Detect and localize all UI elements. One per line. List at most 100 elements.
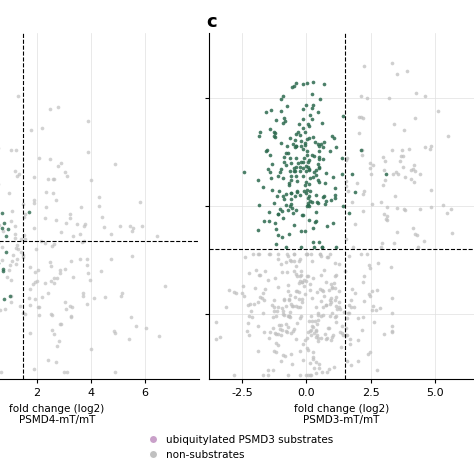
Point: [264, 146, 271, 154]
Point: [100, 223, 108, 230]
Point: [331, 259, 339, 267]
Point: [421, 143, 428, 151]
Point: [278, 208, 286, 215]
Point: [303, 202, 310, 210]
Point: [291, 167, 298, 175]
Point: [343, 156, 350, 164]
Point: [318, 140, 325, 147]
Point: [318, 244, 326, 251]
Point: [301, 140, 309, 147]
Point: [280, 196, 288, 203]
Point: [25, 294, 33, 301]
Point: [274, 231, 282, 238]
Point: [332, 143, 339, 150]
Point: [394, 170, 402, 178]
Point: [296, 303, 303, 311]
Point: [336, 303, 343, 310]
Point: [329, 219, 337, 227]
Point: [310, 329, 318, 337]
Point: [342, 331, 350, 338]
Point: [292, 173, 300, 180]
Point: [332, 312, 340, 319]
Point: [426, 145, 434, 153]
Point: [329, 173, 337, 181]
Point: [287, 300, 294, 308]
Point: [292, 206, 300, 214]
Point: [284, 253, 292, 260]
Point: [305, 318, 312, 325]
Point: [154, 232, 161, 240]
Point: [416, 205, 423, 213]
Point: [369, 162, 377, 169]
Point: [345, 187, 352, 195]
Point: [84, 118, 91, 125]
Point: [240, 169, 248, 176]
Point: [388, 310, 395, 317]
Point: [254, 322, 262, 329]
Point: [292, 293, 299, 301]
Point: [319, 244, 326, 251]
Point: [312, 369, 320, 376]
Point: [343, 177, 350, 185]
Point: [142, 324, 150, 332]
Point: [56, 320, 64, 328]
Point: [73, 220, 81, 228]
Point: [317, 271, 325, 279]
Point: [322, 301, 330, 309]
Point: [127, 314, 135, 321]
Point: [8, 257, 16, 265]
Point: [126, 222, 134, 230]
Point: [320, 266, 328, 274]
Point: [266, 125, 274, 133]
Point: [314, 337, 322, 345]
Point: [314, 317, 321, 324]
Point: [332, 319, 340, 326]
Point: [313, 288, 320, 296]
Point: [0, 265, 7, 273]
Point: [308, 294, 316, 301]
Point: [276, 205, 284, 212]
Point: [283, 328, 291, 335]
Point: [255, 132, 263, 140]
Point: [330, 134, 337, 141]
Point: [284, 323, 292, 331]
Point: [315, 155, 322, 163]
Point: [251, 301, 258, 308]
Point: [312, 191, 319, 199]
Point: [396, 157, 404, 165]
Point: [331, 272, 338, 280]
Point: [439, 201, 447, 208]
Point: [270, 296, 278, 303]
Point: [269, 160, 276, 168]
Point: [317, 335, 325, 342]
Point: [282, 201, 290, 209]
Point: [300, 115, 307, 123]
Point: [312, 334, 320, 341]
Point: [346, 310, 353, 317]
Point: [268, 301, 275, 308]
Point: [325, 365, 332, 373]
Point: [49, 189, 56, 196]
Point: [61, 298, 69, 305]
Point: [300, 155, 307, 162]
Point: [315, 164, 323, 172]
Point: [303, 147, 310, 155]
Point: [301, 290, 309, 298]
Point: [352, 189, 359, 196]
Point: [246, 331, 253, 338]
Point: [12, 234, 19, 242]
Point: [343, 332, 351, 339]
Point: [278, 95, 285, 103]
Point: [272, 348, 280, 356]
Point: [387, 264, 395, 271]
Point: [368, 287, 376, 294]
Point: [318, 312, 325, 319]
Point: [286, 312, 293, 320]
Point: [300, 356, 307, 364]
Point: [13, 255, 21, 263]
Point: [296, 314, 304, 321]
Point: [252, 266, 259, 274]
Point: [299, 81, 307, 88]
Point: [85, 148, 92, 156]
Point: [360, 62, 367, 69]
